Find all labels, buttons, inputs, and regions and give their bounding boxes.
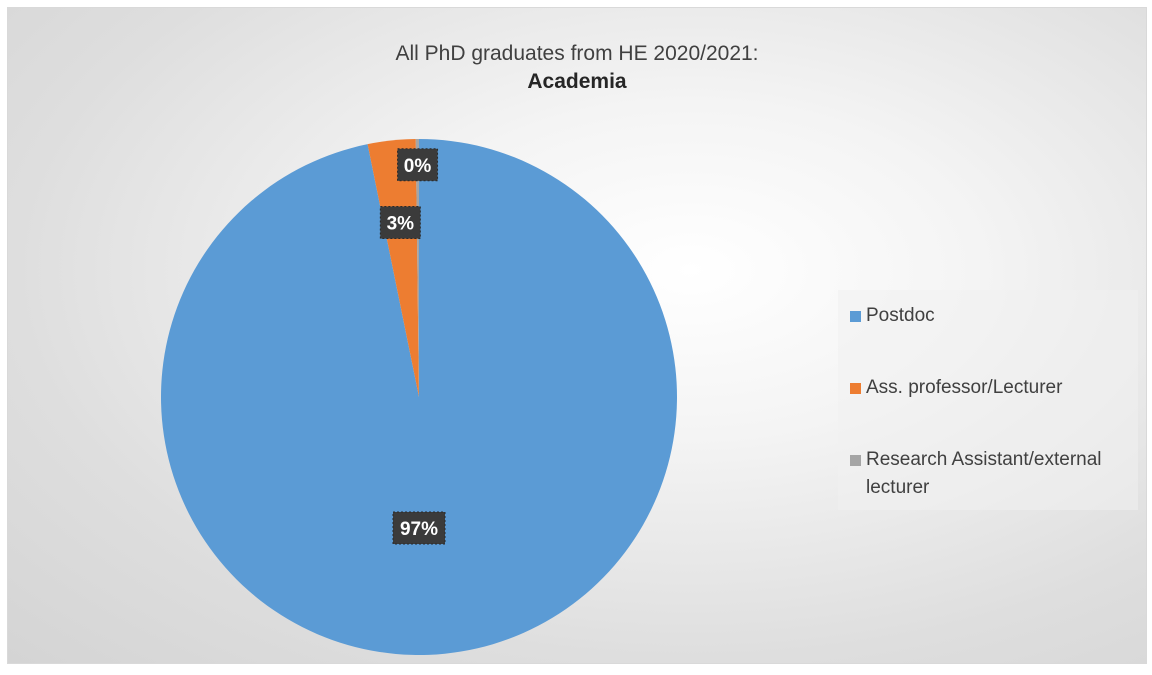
legend-item-ass-professor: Ass. professor/Lecturer (850, 374, 1062, 402)
legend-item-research-assistant: Research Assistant/external lecturer (850, 446, 1130, 502)
pie-slice-ass-professor-lecturer (367, 139, 419, 397)
data-label-box (379, 206, 421, 240)
pie-slice-postdoc (161, 139, 678, 656)
legend-label-research-assistant: Research Assistant/external lecturer (866, 449, 1102, 498)
legend-item-postdoc: Postdoc (850, 302, 935, 330)
chart-title: All PhD graduates from HE 2020/2021: Aca… (8, 40, 1146, 96)
pie-slice-research-assistant-external-lecturer (415, 139, 419, 397)
data-label-research-assistant-external-lecturer: 0% (397, 148, 439, 182)
legend-swatch-research-assistant (850, 455, 861, 466)
data-label-text: 3% (387, 214, 415, 235)
data-label-text: 0% (404, 156, 432, 177)
legend-label-ass-professor: Ass. professor/Lecturer (866, 377, 1063, 398)
pie-slices (161, 139, 678, 656)
chart-area: All PhD graduates from HE 2020/2021: Aca… (7, 7, 1147, 664)
pie-chart: 97% 3% 0% (161, 139, 678, 656)
data-label-box (397, 148, 439, 182)
pie-labels: 97% 3% 0% (379, 148, 446, 545)
data-label-text: 97% (400, 519, 438, 540)
legend-label-postdoc: Postdoc (866, 305, 935, 326)
legend-swatch-ass-professor (850, 383, 861, 394)
data-label-postdoc: 97% (392, 511, 446, 545)
data-label-box (392, 511, 446, 545)
chart-title-line: All PhD graduates from HE 2020/2021: (395, 42, 759, 65)
legend-swatch-postdoc (850, 311, 861, 322)
legend: Postdoc Ass. professor/Lecturer Research… (838, 290, 1138, 510)
chart-subtitle: Academia (527, 70, 627, 93)
data-label-ass-professor-lecturer: 3% (379, 206, 421, 240)
